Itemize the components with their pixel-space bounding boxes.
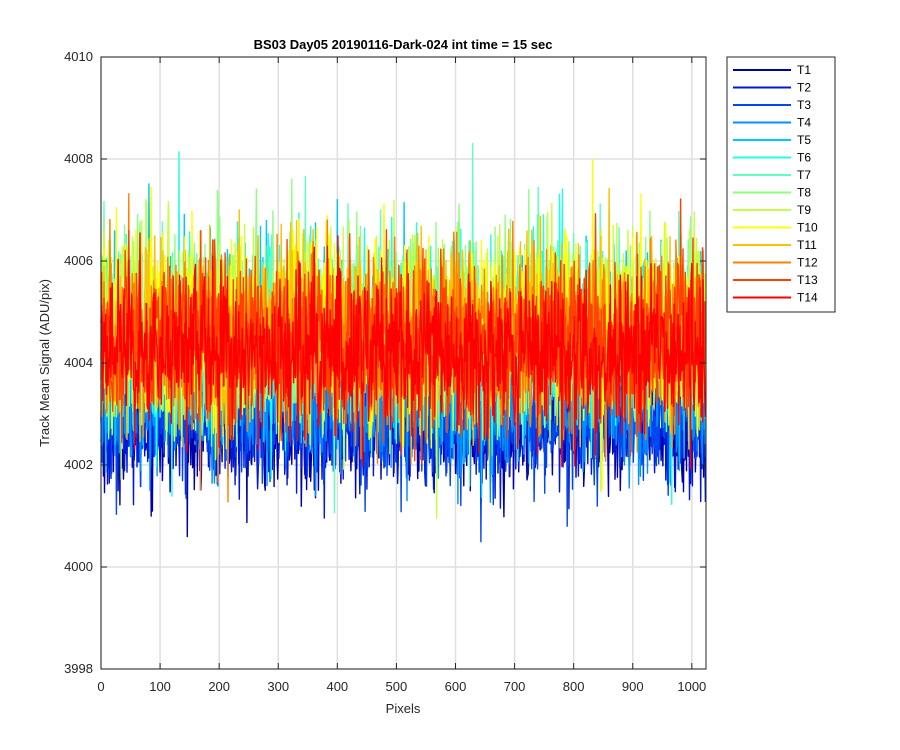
x-tick-label: 900 — [622, 679, 644, 694]
x-tick-label: 100 — [149, 679, 171, 694]
legend-label-t8: T8 — [797, 186, 811, 200]
legend: T1 T2 T3 T4 T5 T6 T7 T8 T9 T10 T11 T12 T13 T14 — [726, 56, 836, 313]
y-tick-label: 4008 — [64, 151, 93, 166]
x-axis-label: Pixels — [386, 701, 421, 716]
x-tick-label: 800 — [563, 679, 585, 694]
legend-entries: T1 T2 T3 T4 T5 T6 T7 T8 T9 T10 T11 T12 T13 T14 — [733, 63, 818, 305]
legend-label-t4: T4 — [797, 116, 811, 130]
legend-label-t5: T5 — [797, 133, 811, 147]
series-line-t14 — [100, 232, 707, 470]
x-tick-label: 0 — [97, 679, 104, 694]
legend-label-t6: T6 — [797, 151, 811, 165]
y-tick-label: 4006 — [64, 253, 93, 268]
legend-label-t7: T7 — [797, 168, 811, 182]
y-tick-label: 3998 — [64, 661, 93, 676]
x-tick-label: 200 — [208, 679, 230, 694]
chart-title: BS03 Day05 20190116-Dark-024 int time = … — [254, 37, 553, 52]
x-tick-label: 500 — [386, 679, 408, 694]
y-axis-label: Track Mean Signal (ADU/pix) — [37, 279, 52, 447]
legend-label-t1: T1 — [797, 63, 811, 77]
legend-box — [726, 56, 836, 313]
x-tick-label: 600 — [445, 679, 467, 694]
legend-label-t10: T10 — [797, 221, 818, 235]
legend-label-t9: T9 — [797, 203, 811, 217]
legend-label-t14: T14 — [797, 291, 818, 305]
legend-label-t3: T3 — [797, 98, 811, 112]
legend-label-t13: T13 — [797, 273, 818, 287]
y-tick-label: 4002 — [64, 457, 93, 472]
legend-label-t12: T12 — [797, 256, 818, 270]
legend-label-t2: T2 — [797, 81, 811, 95]
y-tick-labels: 3998 4000 4002 4004 4006 4008 4010 — [64, 49, 93, 676]
x-tick-label: 1000 — [677, 679, 706, 694]
y-tick-label: 4000 — [64, 559, 93, 574]
series-lines — [100, 143, 707, 543]
x-tick-label: 300 — [267, 679, 289, 694]
y-tick-label: 4004 — [64, 355, 93, 370]
x-tick-label: 400 — [326, 679, 348, 694]
plot-area: 0 100 200 300 400 500 600 700 800 900 1000 3998 400… — [64, 49, 707, 694]
tick-marks — [100, 56, 706, 670]
x-tick-labels: 0 100 200 300 400 500 600 700 800 900 1000 — [97, 679, 706, 694]
legend-label-t11: T11 — [797, 238, 817, 252]
x-tick-label: 700 — [504, 679, 526, 694]
y-tick-label: 4010 — [64, 49, 93, 64]
